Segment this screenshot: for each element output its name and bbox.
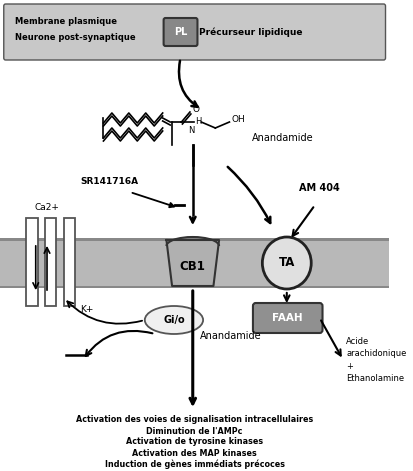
Text: FAAH: FAAH	[272, 313, 302, 323]
Bar	[0, 285, 388, 288]
Text: Diminution de l'AMPc: Diminution de l'AMPc	[146, 427, 242, 436]
Text: TA: TA	[278, 257, 294, 269]
Polygon shape	[166, 240, 218, 286]
Ellipse shape	[145, 306, 203, 334]
Text: K+: K+	[80, 306, 93, 315]
Text: H: H	[194, 117, 201, 127]
Text: Acide
arachidonique
+
Ethanolamine: Acide arachidonique + Ethanolamine	[345, 337, 406, 383]
Text: Activation des MAP kinases: Activation des MAP kinases	[132, 448, 256, 457]
Text: Membrane plasmique: Membrane plasmique	[15, 17, 117, 26]
Text: Neurone post-synaptique: Neurone post-synaptique	[15, 33, 135, 42]
Text: Activation des voies de signalisation intracellulaires: Activation des voies de signalisation in…	[76, 415, 313, 424]
Text: PL: PL	[173, 27, 187, 37]
Ellipse shape	[262, 237, 311, 289]
Text: AM 404: AM 404	[298, 183, 339, 193]
FancyBboxPatch shape	[26, 218, 38, 306]
Text: Anandamide: Anandamide	[200, 331, 261, 341]
Text: Induction de gènes immédiats précoces: Induction de gènes immédiats précoces	[104, 459, 284, 469]
Text: N: N	[187, 126, 194, 135]
Text: O: O	[192, 106, 199, 114]
Text: Précurseur lipidique: Précurseur lipidique	[199, 27, 302, 37]
Bar	[0, 238, 388, 241]
Text: Ca2+: Ca2+	[35, 203, 59, 212]
Text: Activation de tyrosine kinases: Activation de tyrosine kinases	[126, 438, 263, 447]
Bar	[0, 238, 388, 288]
FancyBboxPatch shape	[45, 218, 56, 306]
Text: OH: OH	[231, 115, 244, 124]
Text: Gi/o: Gi/o	[163, 315, 184, 325]
FancyBboxPatch shape	[64, 218, 75, 306]
FancyBboxPatch shape	[4, 4, 385, 60]
FancyBboxPatch shape	[163, 18, 197, 46]
FancyBboxPatch shape	[252, 303, 322, 333]
Text: Anandamide: Anandamide	[252, 133, 313, 143]
Text: CB1: CB1	[179, 260, 205, 273]
Text: SR141716A: SR141716A	[80, 178, 138, 187]
